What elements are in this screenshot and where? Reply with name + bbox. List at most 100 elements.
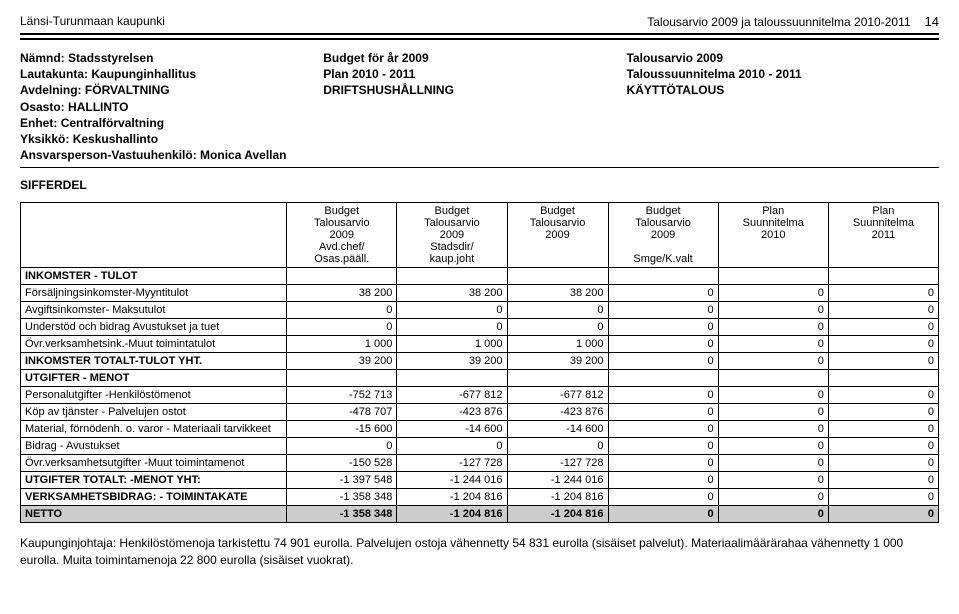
header-right: Talousarvio 2009 ja taloussuunnitelma 20… xyxy=(647,14,939,29)
table-row: INKOMSTER - TULOT xyxy=(21,268,939,285)
row-value: 0 xyxy=(608,421,718,438)
table-row: NETTO-1 358 348-1 204 816-1 204 816000 xyxy=(21,506,939,523)
row-value: -752 713 xyxy=(287,387,397,404)
row-label: Övr.verksamhetsutgifter -Muut toimintame… xyxy=(21,455,287,472)
row-value: 0 xyxy=(828,353,938,370)
row-value: -677 812 xyxy=(507,387,608,404)
row-value: -127 728 xyxy=(397,455,507,472)
meta-avdelning-val: FÖRVALTNING xyxy=(85,83,170,97)
row-value: 0 xyxy=(718,489,828,506)
row-value: 0 xyxy=(828,404,938,421)
row-value: 0 xyxy=(608,319,718,336)
row-value: 0 xyxy=(608,387,718,404)
row-value: 0 xyxy=(608,285,718,302)
meta-namnd-val: Stadsstyrelsen xyxy=(68,51,153,65)
meta-col-1: Nämnd: Stadsstyrelsen Lautakunta: Kaupun… xyxy=(20,50,323,163)
meta-block: Nämnd: Stadsstyrelsen Lautakunta: Kaupun… xyxy=(20,50,939,163)
meta-lautakunta-val: Kaupunginhallitus xyxy=(91,67,196,81)
col-header-blank xyxy=(21,203,287,268)
meta-col-3: Talousarvio 2009 Taloussuunnitelma 2010 … xyxy=(627,50,930,163)
table-row: Personalutgifter -Henkilöstömenot-752 71… xyxy=(21,387,939,404)
row-value: 0 xyxy=(608,353,718,370)
row-value: 0 xyxy=(828,387,938,404)
meta-enhet-val: Centralförvaltning xyxy=(61,116,164,130)
row-value: -14 600 xyxy=(397,421,507,438)
table-row: Avgiftsinkomster- Maksutulot000000 xyxy=(21,302,939,319)
row-value: 0 xyxy=(608,472,718,489)
meta-divider xyxy=(20,167,939,168)
meta-namnd-label: Nämnd: xyxy=(20,51,65,65)
row-value: 0 xyxy=(397,319,507,336)
meta-kayttotalous: KÄYTTÖTALOUS xyxy=(627,82,930,98)
row-value: 0 xyxy=(608,404,718,421)
row-value: -1 204 816 xyxy=(397,506,507,523)
table-row: Material, förnödenh. o. varor - Materiaa… xyxy=(21,421,939,438)
row-value: 0 xyxy=(718,472,828,489)
row-value: 0 xyxy=(718,319,828,336)
row-value: 0 xyxy=(828,472,938,489)
row-label: UTGIFTER TOTALT: -MENOT YHT: xyxy=(21,472,287,489)
header-left: Länsi-Turunmaan kaupunki xyxy=(20,14,165,29)
row-value: 0 xyxy=(608,489,718,506)
table-row: Försäljningsinkomster-Myyntitulot38 2003… xyxy=(21,285,939,302)
row-label: Köp av tjänster - Palvelujen ostot xyxy=(21,404,287,421)
row-value: 0 xyxy=(718,387,828,404)
row-value: 0 xyxy=(718,302,828,319)
row-label: UTGIFTER - MENOT xyxy=(21,370,287,387)
col-header-5: Budget Talousarvio 2009 Smge/K.valt xyxy=(608,203,718,268)
row-value: 0 xyxy=(287,319,397,336)
table-row: UTGIFTER TOTALT: -MENOT YHT:-1 397 548-1… xyxy=(21,472,939,489)
row-value: -478 707 xyxy=(287,404,397,421)
row-label: VERKSAMHETSBIDRAG: - TOIMINTAKATE xyxy=(21,489,287,506)
meta-ansvars: Ansvarsperson-Vastuuhenkilö: Monica Avel… xyxy=(20,147,323,163)
row-label: INKOMSTER - TULOT xyxy=(21,268,287,285)
row-label: INKOMSTER TOTALT-TULOT YHT. xyxy=(21,353,287,370)
row-value: -15 600 xyxy=(287,421,397,438)
row-value: 0 xyxy=(608,506,718,523)
row-value: 0 xyxy=(718,506,828,523)
row-value: 38 200 xyxy=(287,285,397,302)
footnote: Kaupunginjohtaja: Henkilöstömenoja tarki… xyxy=(20,535,939,567)
row-value: 0 xyxy=(828,421,938,438)
page-header: Länsi-Turunmaan kaupunki Talousarvio 200… xyxy=(20,14,939,31)
row-value: 0 xyxy=(608,336,718,353)
meta-yksikko-label: Yksikkö: xyxy=(20,132,69,146)
row-label: Personalutgifter -Henkilöstömenot xyxy=(21,387,287,404)
meta-plan-years: Plan 2010 - 2011 xyxy=(323,66,626,82)
row-label: Understöd och bidrag Avustukset ja tuet xyxy=(21,319,287,336)
row-value: 0 xyxy=(828,302,938,319)
row-value: 0 xyxy=(718,404,828,421)
row-value: 0 xyxy=(608,438,718,455)
table-row: Övr.verksamhetsutgifter -Muut toimintame… xyxy=(21,455,939,472)
meta-enhet-label: Enhet: xyxy=(20,116,57,130)
row-label: Bidrag - Avustukset xyxy=(21,438,287,455)
row-value: 0 xyxy=(828,489,938,506)
row-value: 0 xyxy=(397,302,507,319)
row-value: 0 xyxy=(718,353,828,370)
row-value: 1 000 xyxy=(397,336,507,353)
row-value: 0 xyxy=(828,336,938,353)
table-row: UTGIFTER - MENOT xyxy=(21,370,939,387)
table-header-row: Budget Talousarvio 2009 Avd.chef/ Osas.p… xyxy=(21,203,939,268)
meta-taloussuun: Taloussuunnitelma 2010 - 2011 xyxy=(627,66,930,82)
row-value: -1 397 548 xyxy=(287,472,397,489)
meta-col-2: Budget för år 2009 Plan 2010 - 2011 DRIF… xyxy=(323,50,626,163)
row-value: 0 xyxy=(718,285,828,302)
row-value: 0 xyxy=(718,336,828,353)
page-number: 14 xyxy=(925,14,939,29)
row-value: 1 000 xyxy=(507,336,608,353)
row-value: 39 200 xyxy=(507,353,608,370)
meta-drifts: DRIFTSHUSHÅLLNING xyxy=(323,82,626,98)
table-row: Övr.verksamhetsink.-Muut toimintatulot1 … xyxy=(21,336,939,353)
row-value: -423 876 xyxy=(397,404,507,421)
row-value: 38 200 xyxy=(507,285,608,302)
row-value: 0 xyxy=(287,302,397,319)
col-header-6: Plan Suunnitelma 2010 xyxy=(718,203,828,268)
row-value: -1 244 016 xyxy=(397,472,507,489)
row-value: 0 xyxy=(608,302,718,319)
row-value: -1 358 348 xyxy=(287,489,397,506)
row-value: 0 xyxy=(828,285,938,302)
row-value: 0 xyxy=(718,421,828,438)
meta-budget-year: Budget för år 2009 xyxy=(323,50,626,66)
meta-avdelning-label: Avdelning: xyxy=(20,83,82,97)
